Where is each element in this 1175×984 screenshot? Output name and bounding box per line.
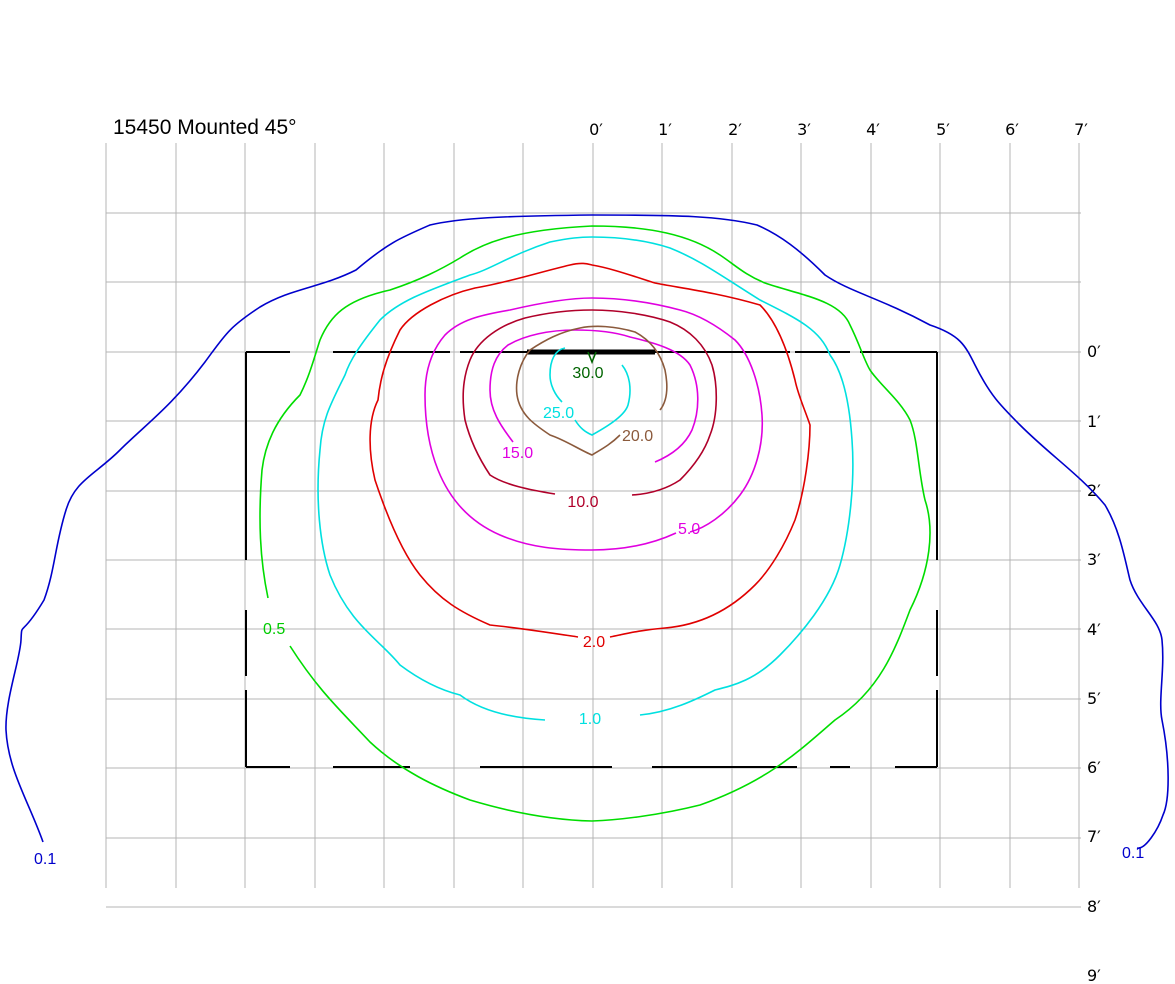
y-tick-label: 8′ (1087, 897, 1101, 916)
x-tick-label: 4′ (866, 120, 880, 139)
x-tick-label: 6′ (1005, 120, 1019, 139)
contour-label: 0.5 (263, 621, 285, 638)
contour-label: 5.0 (678, 521, 700, 538)
contour-25-0 (549, 347, 631, 436)
contour-label: 0.1 (1122, 845, 1144, 862)
x-tick-labels: 0′ 1′ 2′ 3′ 4′ 5′ 6′ 7′ (589, 120, 1088, 139)
contour-label: 20.0 (622, 428, 653, 445)
contour-label: 10.0 (567, 494, 598, 511)
contour-labels: 30.0 25.0 20.0 15.0 10.0 5.0 2.0 1.0 0.5… (34, 365, 1144, 868)
contour-label: 1.0 (579, 711, 601, 728)
y-tick-label: 4′ (1087, 620, 1101, 639)
y-tick-label: 1′ (1087, 412, 1101, 431)
x-tick-label: 0′ (589, 120, 603, 139)
y-tick-label: 0′ (1087, 342, 1101, 361)
contour-label: 25.0 (543, 405, 574, 422)
y-tick-label: 7′ (1087, 827, 1101, 846)
y-tick-label: 3′ (1087, 550, 1101, 569)
contour-1-0 (317, 236, 854, 721)
contour-label: 2.0 (583, 634, 605, 651)
y-tick-labels: 0′ 1′ 2′ 3′ 4′ 5′ 6′ 7′ 8′ 9′ (1087, 342, 1101, 984)
target-area-outline (245, 351, 938, 768)
y-tick-label: 2′ (1087, 481, 1101, 500)
x-tick-label: 7′ (1074, 120, 1088, 139)
contour-0-5 (259, 225, 931, 822)
contour-0-1 (5, 214, 1169, 849)
x-tick-label: 5′ (936, 120, 950, 139)
contour-20-0 (515, 325, 668, 456)
y-tick-label: 9′ (1087, 966, 1101, 984)
contour-2-0 (369, 262, 811, 638)
grid (105, 143, 1081, 908)
contour-15-0 (489, 329, 699, 463)
contour-label: 30.0 (572, 365, 603, 382)
y-tick-label: 5′ (1087, 689, 1101, 708)
x-tick-label: 3′ (797, 120, 811, 139)
contour-label: 15.0 (502, 445, 533, 462)
contour-30-0 (587, 351, 597, 365)
plot-title: 15450 Mounted 45° (113, 116, 297, 139)
contour-10-0 (462, 309, 718, 496)
x-tick-label: 1′ (658, 120, 672, 139)
contour-5-0 (424, 297, 764, 551)
contour-label: 0.1 (34, 851, 56, 868)
x-tick-label: 2′ (728, 120, 742, 139)
y-tick-label: 6′ (1087, 758, 1101, 777)
